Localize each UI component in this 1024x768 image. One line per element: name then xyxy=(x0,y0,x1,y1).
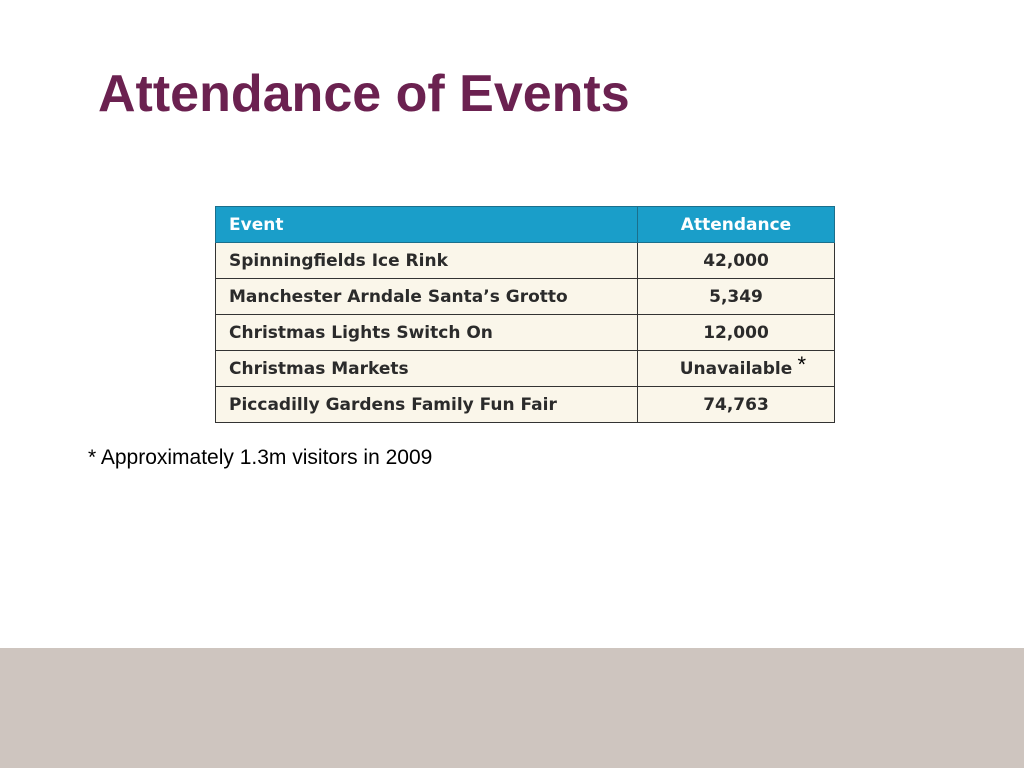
attendance-table-container: Event Attendance Spinningfields Ice Rink… xyxy=(215,206,835,423)
table-row: Manchester Arndale Santa’s Grotto 5,349 xyxy=(215,278,835,315)
event-name-cell: Manchester Arndale Santa’s Grotto xyxy=(215,278,638,315)
attendance-cell: 12,000 xyxy=(637,314,835,351)
table-header-row: Event Attendance xyxy=(215,206,835,243)
footer-band xyxy=(0,648,1024,768)
event-name-cell: Piccadilly Gardens Family Fun Fair xyxy=(215,386,638,423)
attendance-value: 12,000 xyxy=(703,322,769,343)
attendance-value: 42,000 xyxy=(703,250,769,271)
table-row: Spinningfields Ice Rink 42,000 xyxy=(215,242,835,279)
table-row: Christmas Lights Switch On 12,000 xyxy=(215,314,835,351)
footnote-marker: * xyxy=(797,352,806,377)
attendance-cell: 74,763 xyxy=(637,386,835,423)
attendance-cell: 5,349 xyxy=(637,278,835,315)
table-row: Christmas Markets Unavailable * xyxy=(215,350,835,387)
attendance-value: 5,349 xyxy=(709,286,763,307)
attendance-table: Event Attendance Spinningfields Ice Rink… xyxy=(215,206,835,423)
event-name-cell: Christmas Lights Switch On xyxy=(215,314,638,351)
event-name-cell: Christmas Markets xyxy=(215,350,638,387)
attendance-value: 74,763 xyxy=(703,394,769,415)
attendance-value: Unavailable xyxy=(679,358,793,379)
event-name-cell: Spinningfields Ice Rink xyxy=(215,242,638,279)
attendance-cell: 42,000 xyxy=(637,242,835,279)
footnote-text: * Approximately 1.3m visitors in 2009 xyxy=(88,446,433,469)
attendance-cell: Unavailable * xyxy=(637,350,835,387)
attendance-column-header: Attendance xyxy=(637,206,835,243)
table-row: Piccadilly Gardens Family Fun Fair 74,76… xyxy=(215,386,835,423)
slide-title: Attendance of Events xyxy=(98,65,630,123)
event-column-header: Event xyxy=(215,206,638,243)
